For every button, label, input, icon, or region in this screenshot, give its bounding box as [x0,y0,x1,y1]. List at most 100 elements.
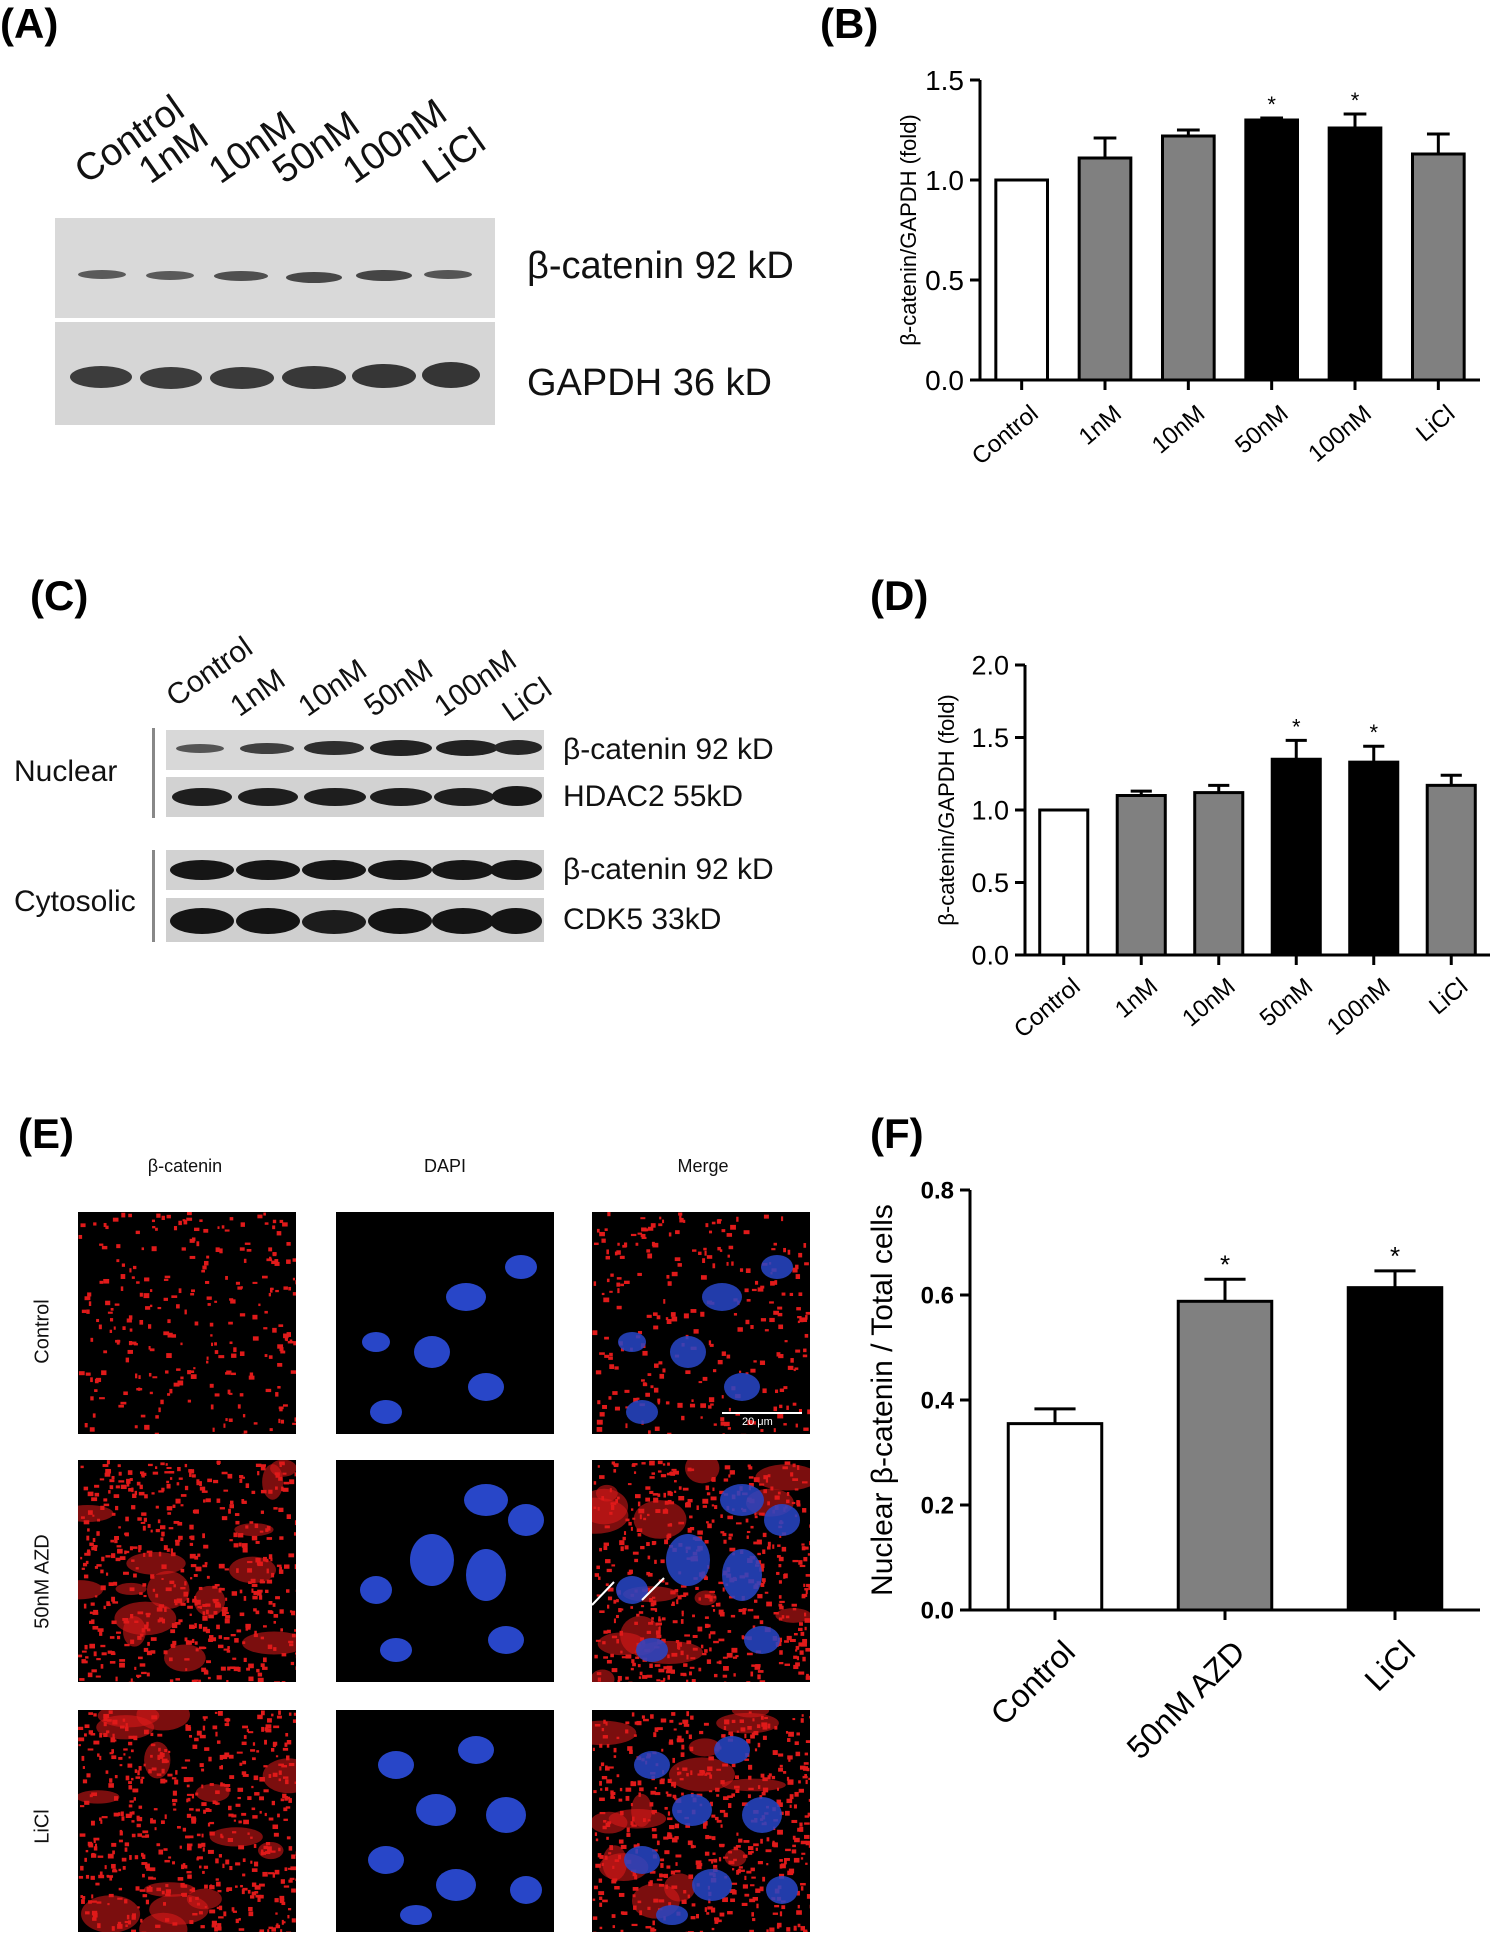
blot-band [140,367,202,389]
blot-band [214,271,268,281]
blot-band [176,744,224,753]
bar [1327,126,1383,382]
y-axis-label: Nuclear β-catenin / Total cells [866,1204,899,1596]
arrow-annotations [592,1577,665,1606]
blot-band [78,270,126,279]
column-header: β-catenin [147,1156,223,1176]
micrograph-merge-2 [592,1710,810,1932]
y-tick-label: 1.5 [971,723,1009,753]
y-tick-label: 0.0 [921,1597,954,1624]
bar [1348,760,1400,957]
y-tick-label: 0.5 [925,265,964,296]
blot-band [494,740,542,755]
significance-marker: * [1267,92,1276,117]
scale-bar [722,1412,802,1414]
blot-band [436,740,498,756]
blot-band [370,740,432,756]
blot-a-row-label: GAPDH 36 kD [527,362,772,404]
x-tick-label: 50nM AZD [1120,1633,1252,1765]
panel-letter-c: (C) [30,572,89,619]
bar [1176,1299,1274,1612]
y-tick-label: 0.5 [971,868,1009,898]
blot-band [210,367,274,389]
y-tick-label: 2.0 [971,650,1009,680]
chart-f: 0.0 0.2 0.4 0.6 0.8 Nuclear β-catenin / Total… [866,1177,1480,1766]
blot-band [240,743,294,754]
blot-band [302,910,366,934]
x-tick-label: Control [984,1633,1082,1731]
blot-band [434,788,494,806]
bar [1077,156,1133,382]
significance-marker: * [1390,1241,1400,1271]
blot-band [368,860,432,880]
column-header: Merge [677,1156,729,1176]
bar [1270,757,1322,957]
row-header: 50nM AZD [31,1534,54,1629]
group-label-nuclear: Nuclear [14,755,118,788]
micrograph-catenin-0 [78,1212,296,1434]
blot-band [370,788,432,806]
bar [1161,134,1216,382]
x-tick-label: LiCl [1411,400,1460,447]
y-axis-label: β-catenin/GAPDH (fold) [896,114,921,346]
panel-letter-b: (B) [820,0,879,47]
blot-band [172,788,232,806]
panel-letter-d: (D) [870,572,929,619]
blot-band [368,908,432,934]
blot-band [492,786,542,806]
blot-band [146,271,194,280]
blot-c-lane-label: 10nM [292,653,373,724]
x-tick-label: 100nM [1303,400,1377,468]
blot-band [356,270,412,281]
micrograph-dapi-1 [336,1460,554,1682]
blot-band [286,272,342,283]
bar [1425,783,1477,957]
chart-d: 0.0 0.5 1.0 1.5 2.0 β-catenin/GAPDH (fold) Con… [934,650,1490,1043]
y-tick-label: 1.5 [925,65,964,96]
x-tick-label: Control [1009,973,1086,1043]
blot-band [282,366,346,389]
x-tick-label: 1nM [1110,973,1163,1024]
blot-band [490,908,542,934]
blot-band [238,788,298,806]
y-tick-label: 0.0 [971,940,1009,970]
blot-c-row-label: β-catenin 92 kD [563,853,774,886]
panel-letter-f: (F) [870,1110,924,1157]
y-tick-label: 1.0 [971,795,1009,825]
micrograph-catenin-1 [78,1460,296,1682]
x-tick-label: 100nM [1322,973,1396,1041]
x-tick-label: Control [967,400,1044,470]
micrograph-merge-0: 20 μm [592,1212,810,1434]
micrograph-dapi-2 [336,1710,554,1932]
scale-bar-label: 20 μm [742,1416,773,1428]
row-header: LiCl [31,1809,54,1844]
blot-band [304,741,364,755]
bar [1193,791,1245,957]
bar [1244,118,1300,382]
y-tick-label: 0.6 [921,1282,954,1309]
x-tick-label: 50nM [1230,400,1293,459]
significance-marker: * [1292,714,1301,739]
x-tick-label: 50nM [1255,973,1318,1032]
x-tick-label: 10nM [1147,400,1210,459]
blot-band [422,362,480,388]
bar [1346,1286,1444,1612]
panel-letter-e: (E) [18,1110,74,1157]
blot-c-row-label: β-catenin 92 kD [563,733,774,766]
micrograph-catenin-2 [78,1710,296,1932]
y-tick-label: 1.0 [925,165,964,196]
blot-band [432,908,494,934]
x-tick-label: 10nM [1177,973,1240,1032]
bar [1006,1422,1104,1612]
blot-band [302,860,366,880]
blot-band [170,908,234,934]
bar [1411,152,1466,382]
blot-band [304,788,366,806]
row-header: Control [31,1299,54,1364]
blot-band [70,366,132,388]
micrograph-dapi-0 [336,1212,554,1434]
blot-a-row-label: β-catenin 92 kD [527,245,794,287]
blot-band [236,860,300,880]
significance-marker: * [1220,1249,1230,1279]
y-tick-label: 0.2 [921,1492,954,1519]
